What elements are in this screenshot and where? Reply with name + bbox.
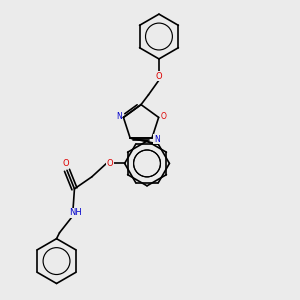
Text: NH: NH: [69, 208, 82, 217]
Text: N: N: [154, 135, 160, 144]
Text: O: O: [161, 112, 167, 121]
Text: N: N: [116, 112, 122, 121]
Text: O: O: [62, 159, 69, 168]
Text: O: O: [156, 72, 162, 81]
Text: O: O: [107, 159, 114, 168]
